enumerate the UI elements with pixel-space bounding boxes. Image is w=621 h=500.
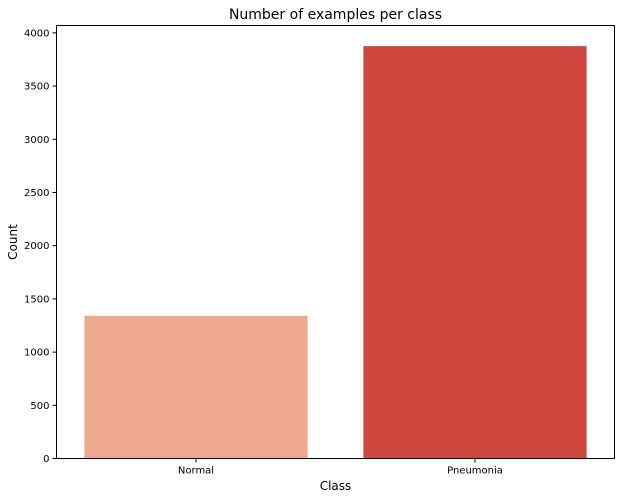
bar-pneumonia bbox=[363, 46, 587, 459]
x-tick-label: Normal bbox=[178, 466, 214, 477]
y-tick-label: 3500 bbox=[24, 82, 49, 93]
chart-title: Number of examples per class bbox=[229, 7, 442, 23]
y-tick-label: 4000 bbox=[24, 28, 49, 39]
y-tick-label: 0 bbox=[43, 454, 49, 465]
y-tick-label: 2500 bbox=[24, 188, 49, 199]
y-tick-label: 1500 bbox=[24, 294, 49, 305]
y-tick-label: 500 bbox=[30, 401, 49, 412]
bar-normal bbox=[84, 315, 308, 459]
x-tick-label: Pneumonia bbox=[447, 466, 503, 477]
plot-area: Normal Pneumonia 0 500 1000 1500 2000 2500 3000 3… bbox=[24, 28, 587, 477]
y-axis-label: Count bbox=[6, 224, 20, 260]
y-tick-label: 1000 bbox=[24, 348, 49, 359]
plot-frame bbox=[56, 25, 615, 459]
y-tick-label: 3000 bbox=[24, 135, 49, 146]
x-axis-label: Class bbox=[320, 479, 352, 493]
y-tick-label: 2000 bbox=[24, 241, 49, 252]
